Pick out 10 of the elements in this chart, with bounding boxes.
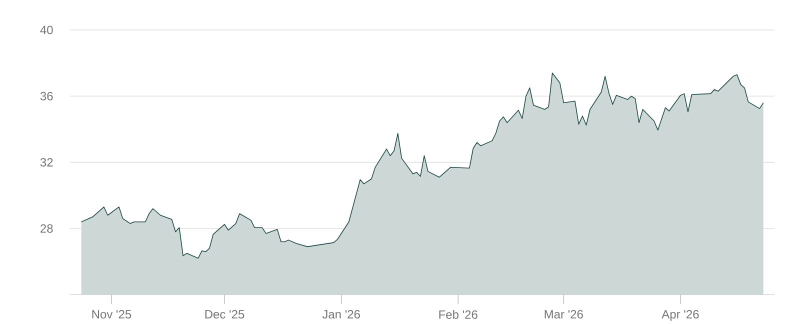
y-tick-label: 32 <box>40 158 53 167</box>
y-tick-label: 36 <box>40 92 53 100</box>
x-tick-label: Jan '26 <box>322 310 360 319</box>
y-tick-label: 40 <box>40 26 53 34</box>
x-tick-label: Apr '26 <box>662 310 699 321</box>
x-tick-label: Feb '26 <box>439 310 478 319</box>
y-tick-label: 28 <box>40 224 53 233</box>
x-tick-label: Nov '25 <box>92 310 132 319</box>
x-tick-label: Mar '26 <box>544 310 583 319</box>
x-tick-label: Dec '25 <box>205 310 244 319</box>
